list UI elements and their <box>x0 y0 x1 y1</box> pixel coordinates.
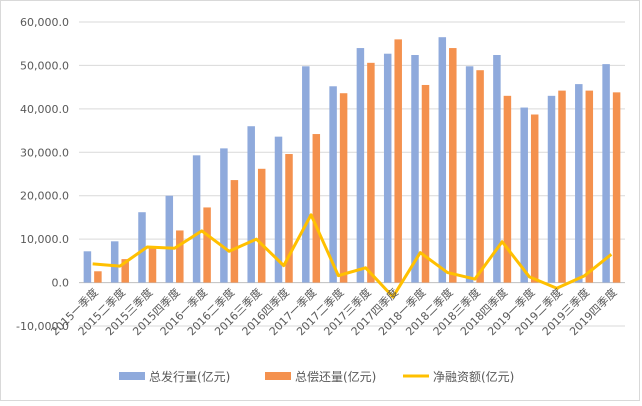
bar-repayment <box>285 154 293 283</box>
legend-label-net-financing: 净融资额(亿元) <box>433 369 514 384</box>
bar-issuance <box>520 107 528 283</box>
legend-label-repayment: 总偿还量(亿元) <box>295 369 376 384</box>
bar-repayment <box>503 95 512 283</box>
bar-layer <box>83 37 621 283</box>
bar-issuance <box>220 148 228 283</box>
bar-repayment <box>94 271 102 283</box>
bar-issuance <box>465 66 474 283</box>
bar-repayment <box>558 90 566 283</box>
bar-repayment <box>121 259 129 283</box>
y-tick-label: 0.0 <box>52 277 70 290</box>
bar-issuance <box>493 55 501 283</box>
bar-issuance <box>547 95 556 283</box>
bar-issuance <box>274 136 283 283</box>
bar-repayment <box>367 62 375 283</box>
legend-swatch-issuance <box>119 372 145 380</box>
x-axis-ticks: 2015一季度2015二季度2015三季度2015四季度2016一季度2016二… <box>48 285 620 338</box>
y-axis-ticks: -10,000.0 0.0 10,000.0 20,000.0 30,000.0 40,0… <box>16 16 69 333</box>
bar-issuance <box>138 212 146 283</box>
bar-issuance <box>438 37 447 283</box>
bar-issuance <box>383 53 392 283</box>
y-tick-label: 60,000.0 <box>20 16 69 29</box>
bar-repayment <box>585 90 594 283</box>
bar-repayment <box>476 70 484 283</box>
bar-issuance <box>411 55 419 283</box>
bar-repayment <box>530 114 539 283</box>
y-tick-label: 30,000.0 <box>20 146 69 159</box>
bar-issuance <box>247 126 255 283</box>
bar-issuance <box>165 195 174 283</box>
grid-layer <box>79 21 625 327</box>
bar-repayment <box>394 39 402 283</box>
bar-issuance <box>356 48 365 283</box>
y-tick-label: 50,000.0 <box>20 59 69 72</box>
bar-issuance <box>192 155 201 283</box>
y-tick-label: 40,000.0 <box>20 103 69 116</box>
y-tick-label: 20,000.0 <box>20 190 69 203</box>
legend-swatch-repayment <box>265 372 291 380</box>
line-layer <box>92 213 613 299</box>
bar-issuance <box>83 251 92 283</box>
bar-repayment <box>176 230 184 283</box>
bar-repayment <box>339 93 348 283</box>
bar-repayment <box>312 134 321 283</box>
bar-issuance <box>302 66 310 283</box>
bar-issuance <box>110 241 119 283</box>
bar-repayment <box>203 207 211 283</box>
line-net-financing <box>92 213 613 299</box>
bar-issuance <box>602 64 610 283</box>
bar-repayment <box>421 84 430 283</box>
legend: 总发行量(亿元) 总偿还量(亿元) 净融资额(亿元) <box>119 369 514 384</box>
bar-repayment <box>148 247 157 283</box>
bar-issuance <box>329 86 337 283</box>
bar-issuance <box>575 84 583 283</box>
y-tick-label: 10,000.0 <box>20 233 69 246</box>
bar-repayment <box>449 48 457 283</box>
y-tick-label: -10,000.0 <box>16 320 69 333</box>
bar-repayment <box>257 168 266 283</box>
bar-repayment <box>230 180 239 283</box>
legend-label-issuance: 总发行量(亿元) <box>149 369 230 384</box>
bar-repayment <box>612 92 621 283</box>
